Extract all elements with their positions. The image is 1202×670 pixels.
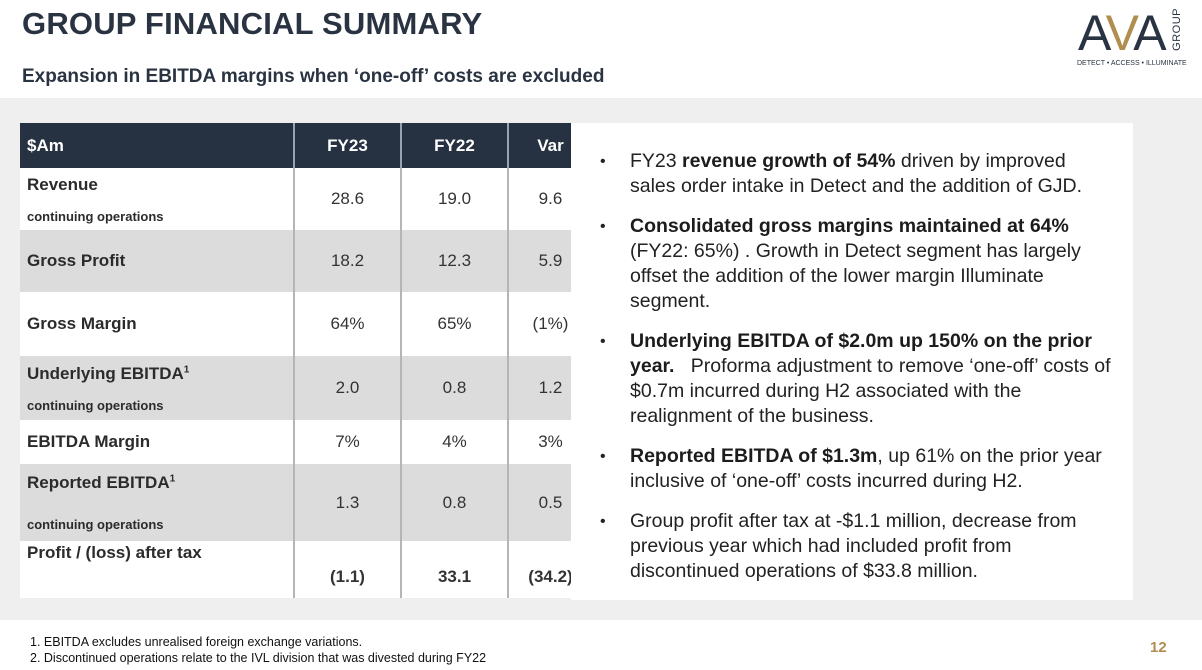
row-sublabel: continuing operations: [27, 208, 164, 224]
footnotes: 1. EBITDA excludes unrealised foreign ex…: [30, 634, 486, 666]
table-row: Revenue continuing operations 28.6 19.0 9…: [20, 168, 592, 230]
page-title: GROUP FINANCIAL SUMMARY: [22, 6, 483, 41]
financial-table: $Am FY23 FY22 Var Revenue continuing oper…: [20, 123, 592, 598]
bullet-icon: •: [600, 513, 606, 530]
footnote-1: 1. EBITDA excludes unrealised foreign ex…: [30, 635, 363, 649]
row-sublabel: continuing operations: [27, 397, 164, 413]
logo-tagline: DETECT • ACCESS • ILLUMINATE: [1077, 60, 1187, 67]
list-item: • Group profit after tax at -$1.1 million…: [600, 510, 1077, 582]
row-label: Revenue continuing operations: [20, 168, 294, 230]
commentary-list: • FY23 revenue growth of 54% driven by im…: [571, 149, 1111, 599]
cell-fy23: 1.3: [293, 464, 401, 541]
page-number: 12: [1150, 639, 1167, 656]
col-header-metric: $Am: [20, 123, 294, 168]
table-row: Reported EBITDA1 continuing operations 1.…: [20, 464, 592, 541]
cell-fy23: 2.0: [293, 356, 401, 420]
ava-group-logo: AVA GROUP DETECT • ACCESS • ILLUMINATE: [1074, 5, 1194, 70]
table-row: Underlying EBITDA1 continuing operations …: [20, 356, 592, 420]
bullet-icon: •: [600, 333, 606, 350]
row-label: Reported EBITDA1 continuing operations: [20, 464, 294, 541]
cell-fy23: 28.6: [293, 168, 401, 230]
bullet-icon: •: [600, 448, 606, 465]
list-item: • Reported EBITDA of $1.3m, up 61% on the…: [600, 445, 1102, 492]
footnote-marker: 1: [183, 363, 190, 375]
logo-wordmark: AVA: [1078, 5, 1167, 61]
list-item: • Underlying EBITDA of $2.0m up 150% on t…: [600, 330, 1116, 427]
cell-fy22: 0.8: [400, 464, 508, 541]
row-label: Profit / (loss) after tax: [20, 541, 294, 598]
table-row: Gross Margin 64% 65% (1%): [20, 292, 592, 356]
table-header-row: $Am FY23 FY22 Var: [20, 123, 592, 168]
cell-fy22: 19.0: [400, 168, 508, 230]
cell-fy22: 4%: [400, 420, 508, 464]
cell-fy23: (1.1): [293, 541, 401, 598]
page-subtitle: Expansion in EBITDA margins when ‘one-of…: [22, 66, 605, 87]
cell-fy22: 33.1: [400, 541, 508, 598]
logo-group-text: GROUP: [1171, 8, 1183, 51]
row-label: Gross Margin: [20, 292, 294, 356]
cell-fy23: 64%: [293, 292, 401, 356]
footnote-marker: 1: [169, 473, 176, 485]
footnote-2: 2. Discontinued operations relate to the…: [30, 651, 487, 665]
row-label: EBITDA Margin: [20, 420, 294, 464]
table-row: EBITDA Margin 7% 4% 3%: [20, 420, 592, 464]
row-label: Gross Profit: [20, 230, 294, 292]
commentary-panel: • FY23 revenue growth of 54% driven by im…: [571, 123, 1133, 600]
cell-fy22: 65%: [400, 292, 508, 356]
bullet-icon: •: [600, 218, 606, 235]
cell-fy23: 7%: [293, 420, 401, 464]
list-item: • FY23 revenue growth of 54% driven by im…: [600, 150, 1083, 197]
list-item: • Consolidated gross margins maintained a…: [600, 215, 1081, 312]
row-label: Underlying EBITDA1 continuing operations: [20, 356, 294, 420]
row-sublabel: continuing operations: [27, 517, 164, 532]
col-header-fy22: FY22: [400, 123, 508, 168]
cell-fy23: 18.2: [293, 230, 401, 292]
table-row: Gross Profit 18.2 12.3 5.9: [20, 230, 592, 292]
table-row: Profit / (loss) after tax (1.1) 33.1 (34…: [20, 541, 592, 598]
cell-fy22: 0.8: [400, 356, 508, 420]
cell-fy22: 12.3: [400, 230, 508, 292]
col-header-fy23: FY23: [293, 123, 401, 168]
bullet-icon: •: [600, 153, 606, 170]
